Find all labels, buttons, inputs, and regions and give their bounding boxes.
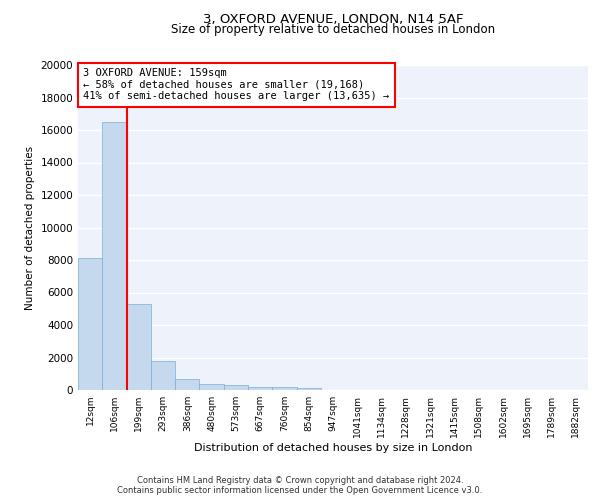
Text: 3 OXFORD AVENUE: 159sqm
← 58% of detached houses are smaller (19,168)
41% of sem: 3 OXFORD AVENUE: 159sqm ← 58% of detache…	[83, 68, 389, 102]
Bar	[248, 387, 272, 390]
Y-axis label: Number of detached properties: Number of detached properties	[25, 146, 35, 310]
Bar	[296, 388, 321, 390]
Bar	[199, 384, 224, 390]
Bar	[78, 258, 102, 390]
Bar	[102, 122, 127, 390]
Text: Contains HM Land Registry data © Crown copyright and database right 2024.
Contai: Contains HM Land Registry data © Crown c…	[118, 476, 482, 495]
Bar	[151, 361, 175, 390]
Bar	[175, 380, 199, 390]
X-axis label: Distribution of detached houses by size in London: Distribution of detached houses by size …	[194, 442, 472, 452]
Text: 3, OXFORD AVENUE, LONDON, N14 5AF: 3, OXFORD AVENUE, LONDON, N14 5AF	[203, 12, 463, 26]
Bar	[224, 386, 248, 390]
Text: Size of property relative to detached houses in London: Size of property relative to detached ho…	[171, 22, 495, 36]
Bar	[127, 304, 151, 390]
Bar	[272, 387, 296, 390]
